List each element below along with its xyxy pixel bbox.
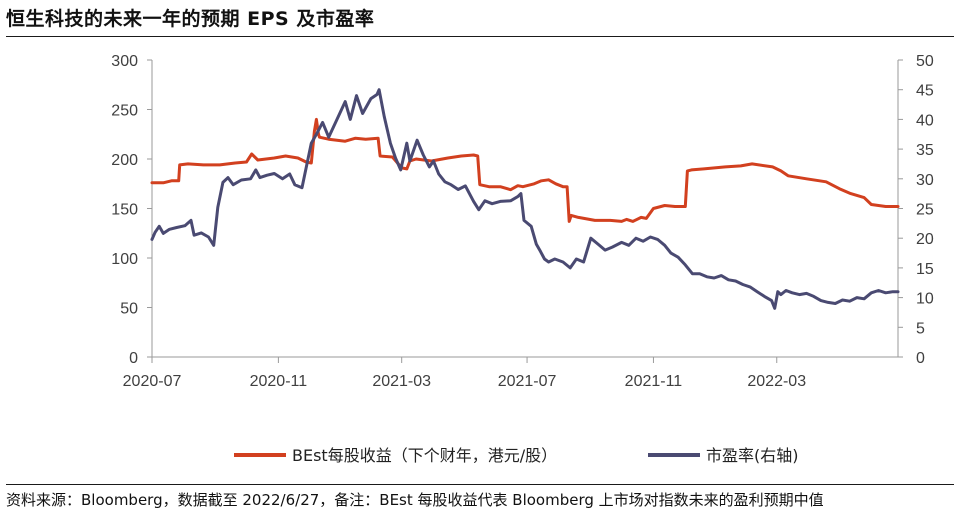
y-left-tick-label: 100 bbox=[111, 251, 138, 268]
y-right-tick-label: 20 bbox=[916, 231, 934, 248]
y-left-tick-label: 200 bbox=[111, 152, 138, 169]
y-right-tick-label: 45 bbox=[916, 83, 934, 100]
y-left-tick-label: 0 bbox=[129, 350, 138, 367]
chart-axes: 0 50 100 150 200 250 300 0 5 10 15 20 25 30 35 40 45 50 20… bbox=[111, 53, 934, 390]
y-left-tick-label: 50 bbox=[120, 301, 138, 318]
x-tick-label: 2021-11 bbox=[625, 373, 683, 390]
y-right-tick-label: 0 bbox=[916, 350, 925, 367]
y-left-tick-label: 250 bbox=[111, 103, 138, 120]
y-right-tick-label: 15 bbox=[916, 261, 934, 278]
y-right-tick-label: 25 bbox=[916, 202, 934, 219]
x-tick-label: 2021-07 bbox=[498, 373, 557, 390]
x-tick-label: 2020-11 bbox=[250, 373, 308, 390]
pe-series-line bbox=[150, 88, 900, 310]
y-right-tick-label: 40 bbox=[916, 112, 934, 129]
eps-legend-label: BEst每股收益（下个财年，港元/股） bbox=[292, 446, 557, 465]
chart-svg: 0 50 100 150 200 250 300 0 5 10 15 20 25 30 35 40 45 50 20… bbox=[111, 53, 934, 465]
y-right-tick-label: 30 bbox=[916, 172, 934, 189]
source-divider bbox=[6, 484, 954, 485]
y-left-tick-label: 300 bbox=[111, 53, 138, 70]
y-right-tick-label: 50 bbox=[916, 53, 934, 70]
title-divider bbox=[6, 36, 954, 37]
x-tick-label: 2021-03 bbox=[372, 373, 431, 390]
chart-title: 恒生科技的未来一年的预期 EPS 及市盈率 bbox=[6, 8, 375, 30]
x-tick-label: 2022-03 bbox=[747, 373, 806, 390]
pe-legend-label: 市盈率(右轴) bbox=[706, 446, 799, 465]
y-right-tick-label: 5 bbox=[916, 320, 925, 337]
eps-series-line bbox=[150, 117, 900, 223]
chart-series-layer bbox=[150, 88, 900, 310]
source-note: 资料来源：Bloomberg，数据截至 2022/6/27，备注：BEst 每股… bbox=[6, 491, 824, 509]
y-left-tick-label: 150 bbox=[111, 202, 138, 219]
x-tick-label: 2020-07 bbox=[123, 373, 182, 390]
chart-legend: BEst每股收益（下个财年，港元/股） 市盈率(右轴) bbox=[234, 446, 799, 465]
y-right-tick-label: 35 bbox=[916, 142, 934, 159]
y-right-tick-label: 10 bbox=[916, 291, 934, 308]
